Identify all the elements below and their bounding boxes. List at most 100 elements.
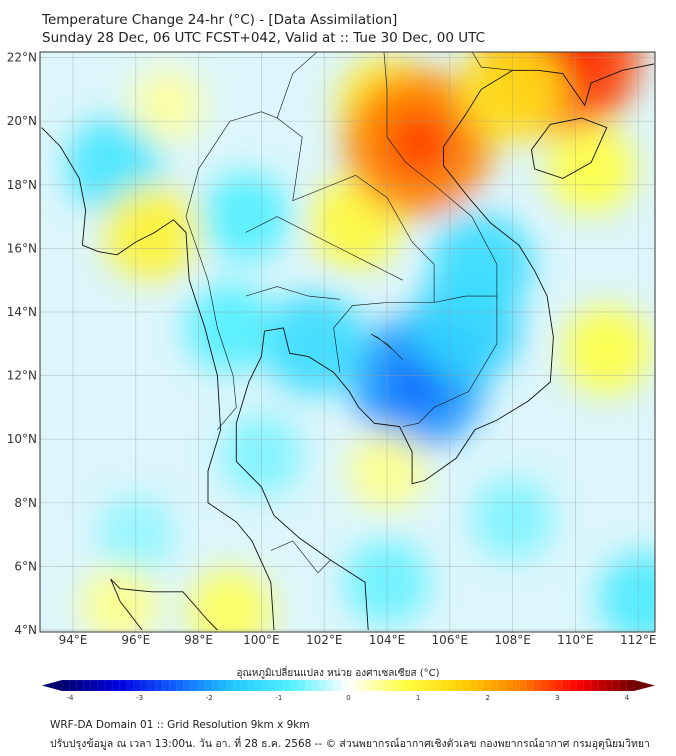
colorbar-segment: [540, 679, 549, 692]
colorbar-segment: [161, 679, 170, 692]
country-border: [402, 295, 498, 427]
colorbar-segment: [183, 679, 192, 692]
gridlines: [40, 52, 655, 632]
coastline: [235, 63, 654, 631]
y-tick-label: 12°N: [7, 369, 37, 383]
x-tick-label: 110°E: [557, 633, 594, 647]
colorbar-segment: [626, 679, 635, 692]
colorbar-tick-label: -3: [136, 694, 143, 702]
field-anomaly: [130, 68, 205, 143]
y-tick-label: 6°N: [14, 559, 37, 573]
colorbar-segment: [412, 679, 420, 692]
x-tick-label: 108°E: [494, 633, 531, 647]
colorbar-segment: [83, 679, 92, 692]
colorbar-segment: [269, 679, 277, 692]
colorbar-segment: [97, 679, 106, 692]
country-border: [245, 216, 403, 281]
colorbar-tick-label: 0: [346, 694, 350, 702]
coastline: [110, 578, 218, 631]
colorbar-segment: [154, 679, 163, 692]
y-tick-label: 18°N: [7, 178, 37, 192]
colorbar-segment: [111, 679, 120, 692]
colorbar-segment: [326, 679, 335, 692]
colorbar-segment: [583, 679, 592, 692]
colorbar-segment: [226, 679, 235, 692]
y-tick-label: 8°N: [14, 496, 37, 510]
colorbar-segment: [211, 679, 220, 692]
colorbar-segment: [447, 679, 456, 692]
colorbar-segment: [512, 679, 521, 692]
field-anomaly: [546, 124, 636, 214]
colorbar-segment: [497, 679, 506, 692]
colorbar-segment: [397, 679, 406, 692]
chart-title: Temperature Change 24-hr (°C) - [Data As…: [42, 12, 398, 28]
colorbar-segment: [469, 679, 478, 692]
colorbar-segment: [262, 679, 270, 692]
colorbar-segment: [612, 679, 621, 692]
colorbar-segment: [362, 679, 370, 692]
field-anomaly-core: [385, 110, 452, 177]
colorbar-segment: [340, 679, 349, 692]
field-anomaly: [429, 212, 533, 316]
colorbar-segment: [290, 679, 299, 692]
colorbar-segment: [533, 679, 542, 692]
colorbar-segment: [526, 679, 535, 692]
colorbar-segment: [176, 679, 184, 692]
colorbar-segment: [76, 679, 84, 692]
colorbar-segment: [347, 679, 356, 692]
colorbar-segment: [140, 679, 149, 692]
colorbar-segment: [548, 679, 556, 692]
colorbar-max-arrow: [634, 680, 655, 691]
colorbar-segment: [283, 679, 292, 692]
colorbar-segment: [405, 679, 413, 692]
field-anomaly: [185, 283, 275, 373]
colorbar-segment: [555, 679, 563, 692]
colorbar-segment: [455, 679, 463, 692]
colorbar-segment: [190, 679, 199, 692]
colorbar-segment: [304, 679, 313, 692]
y-tick-label: 20°N: [7, 114, 37, 128]
colorbar-segment: [390, 679, 399, 692]
coastline: [530, 117, 608, 179]
colorbar-segment: [369, 679, 378, 692]
x-tick-label: 98°E: [184, 633, 213, 647]
colorbar-min-arrow: [42, 680, 62, 691]
colorbar-segment: [69, 679, 77, 692]
country-border: [276, 117, 435, 373]
colorbar: -4 -3 -2 -1 0 1 2 3 4: [42, 679, 655, 702]
colorbar-tick-label: 2: [486, 694, 490, 702]
colorbar-segment: [519, 679, 528, 692]
temperature-field: [65, 52, 655, 632]
colorbar-segment: [569, 679, 578, 692]
colorbar-segment: [104, 679, 113, 692]
colorbar-segment: [598, 679, 606, 692]
colorbar-segment: [562, 679, 571, 692]
colorbar-segment: [297, 679, 306, 692]
colorbar-tick-label: -2: [206, 694, 213, 702]
colorbar-segment: [376, 679, 385, 692]
y-tick-label: 22°N: [7, 51, 37, 65]
x-tick-label: 102°E: [306, 633, 343, 647]
field-anomaly: [201, 172, 291, 261]
colorbar-label: อุณหภูมิเปลี่ยนแปลง หน่วย องศาเซลเซียส (…: [236, 668, 440, 679]
field-anomaly: [562, 305, 652, 395]
colorbar-segment: [126, 679, 134, 692]
colorbar-segment: [505, 679, 513, 692]
colorbar-segment: [433, 679, 442, 692]
colorbar-segment: [383, 679, 392, 692]
coastlines: [41, 52, 654, 631]
colorbar-segment: [426, 679, 435, 692]
colorbar-segment: [319, 679, 327, 692]
colorbar-segment: [204, 679, 213, 692]
colorbar-segment: [219, 679, 227, 692]
colorbar-segment: [61, 679, 70, 692]
map-frame: [39, 51, 656, 633]
colorbar-segment: [462, 679, 470, 692]
y-tick-label: 10°N: [7, 432, 37, 446]
colorbar-tick-label: -1: [275, 694, 282, 702]
colorbar-segment: [254, 679, 263, 692]
colorbar-segment: [169, 679, 177, 692]
x-tick-label: 96°E: [121, 633, 150, 647]
colorbar-segment: [483, 679, 492, 692]
